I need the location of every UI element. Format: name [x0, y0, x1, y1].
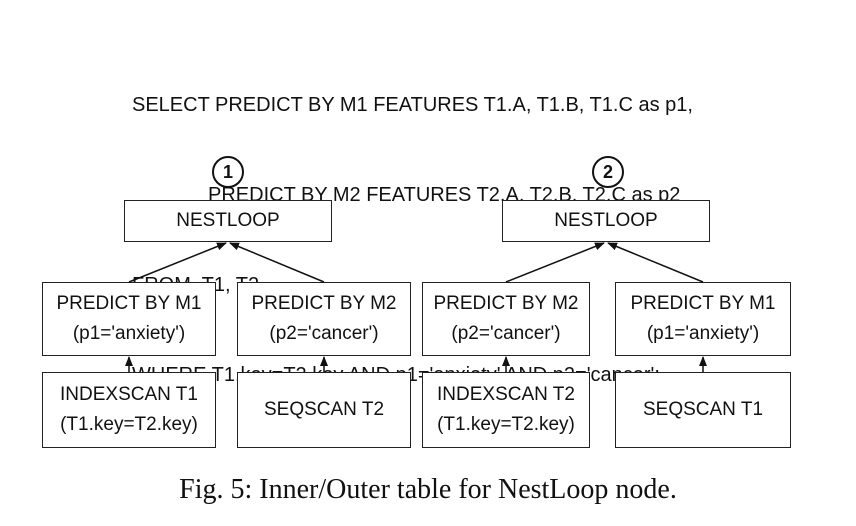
plan2-badge: 2	[592, 156, 624, 188]
plan1-left-scan-node: INDEXSCAN T1 (T1.key=T2.key)	[42, 372, 216, 448]
plan1-left-scan-title: INDEXSCAN T1	[60, 384, 198, 405]
plan2-left-predict-node: PREDICT BY M2 (p2='cancer')	[422, 282, 590, 356]
plan1-right-predict-cond: (p2='cancer')	[269, 323, 379, 344]
plan1-right-scan-title: SEQSCAN T2	[263, 399, 385, 420]
plan1-left-scan-cond: (T1.key=T2.key)	[60, 414, 198, 435]
plan2-edge-left-to-nestloop	[505, 242, 605, 283]
plan2-right-predict-node: PREDICT BY M1 (p1='anxiety')	[615, 282, 791, 356]
plan1-left-predict-node: PREDICT BY M1 (p1='anxiety')	[42, 282, 216, 356]
plan2-right-predict-cond: (p1='anxiety')	[646, 323, 760, 344]
plan2-left-predict-title: PREDICT BY M2	[433, 293, 579, 314]
plan1-badge: 1	[212, 156, 244, 188]
plan2-nestloop-node: NESTLOOP	[502, 200, 710, 242]
plan2-left-scan-title: INDEXSCAN T2	[437, 384, 575, 405]
plan1-left-predict-title: PREDICT BY M1	[56, 293, 202, 314]
plan1-right-scan-node: SEQSCAN T2	[237, 372, 411, 448]
plan2-nestloop-label: NESTLOOP	[554, 210, 658, 231]
plan1-edge-left-to-nestloop	[128, 242, 227, 283]
plan2-left-predict-cond: (p2='cancer')	[451, 323, 561, 344]
plan1-right-predict-title: PREDICT BY M2	[251, 293, 397, 314]
plan2-left-scan-cond: (T1.key=T2.key)	[437, 414, 575, 435]
plan2-right-scan-node: SEQSCAN T1	[615, 372, 791, 448]
plan1-right-predict-node: PREDICT BY M2 (p2='cancer')	[237, 282, 411, 356]
sql-line-select: SELECT PREDICT BY M1 FEATURES T1.A, T1.B…	[132, 94, 693, 116]
plan1-nestloop-label: NESTLOOP	[176, 210, 280, 231]
plan1-edge-right-to-nestloop	[229, 242, 325, 283]
plan2-edge-right-to-nestloop	[607, 242, 704, 283]
plan2-right-scan-title: SEQSCAN T1	[642, 399, 764, 420]
plan1-nestloop-node: NESTLOOP	[124, 200, 332, 242]
plan2-right-predict-title: PREDICT BY M1	[630, 293, 776, 314]
plan2-left-scan-node: INDEXSCAN T2 (T1.key=T2.key)	[422, 372, 590, 448]
figure-caption: Fig. 5: Inner/Outer table for NestLoop n…	[179, 474, 677, 505]
plan1-left-predict-cond: (p1='anxiety')	[72, 323, 186, 344]
